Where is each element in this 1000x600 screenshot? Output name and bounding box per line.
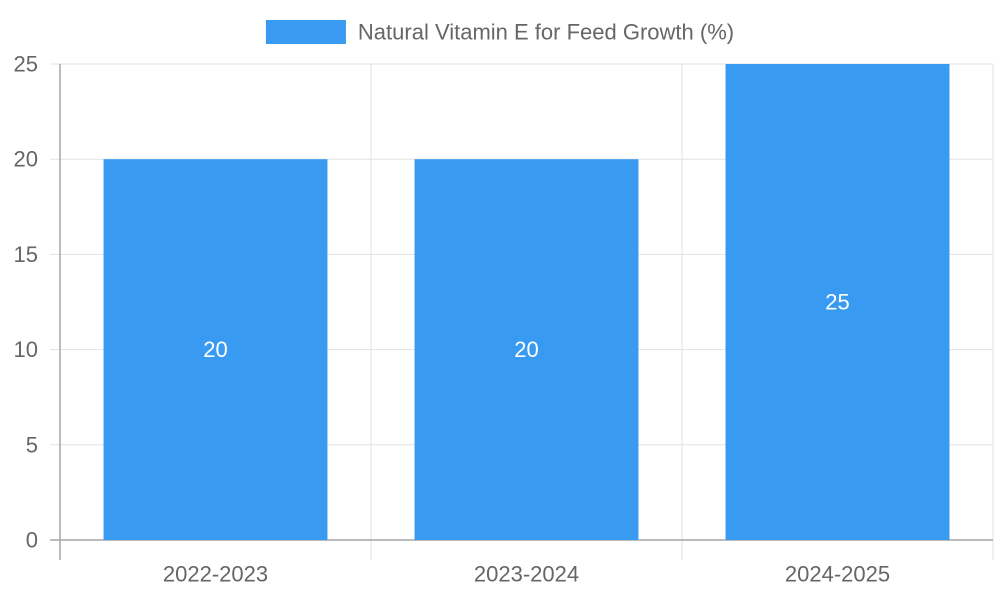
bar[interactable] xyxy=(725,64,950,540)
y-tick-label: 20 xyxy=(14,147,38,172)
y-tick-label: 25 xyxy=(14,52,38,77)
y-tick-label: 10 xyxy=(14,337,38,362)
y-tick-label: 15 xyxy=(14,242,38,267)
bars xyxy=(103,64,950,540)
bar-value-label: 20 xyxy=(514,337,538,362)
x-tick-label: 2024-2025 xyxy=(785,562,890,587)
y-tick-label: 5 xyxy=(26,432,38,457)
bar[interactable] xyxy=(103,159,328,540)
legend[interactable]: Natural Vitamin E for Feed Growth (%) xyxy=(265,20,734,45)
bar-value-label: 25 xyxy=(825,290,849,315)
legend-swatch xyxy=(265,20,346,44)
x-tick-label: 2022-2023 xyxy=(163,562,268,587)
bar-value-label: 20 xyxy=(203,337,227,362)
x-tick-label: 2023-2024 xyxy=(474,562,579,587)
bar[interactable] xyxy=(414,159,639,540)
data-labels: 20 20 25 xyxy=(203,290,849,363)
y-tick-label: 0 xyxy=(26,528,38,553)
legend-label: Natural Vitamin E for Feed Growth (%) xyxy=(358,20,734,45)
